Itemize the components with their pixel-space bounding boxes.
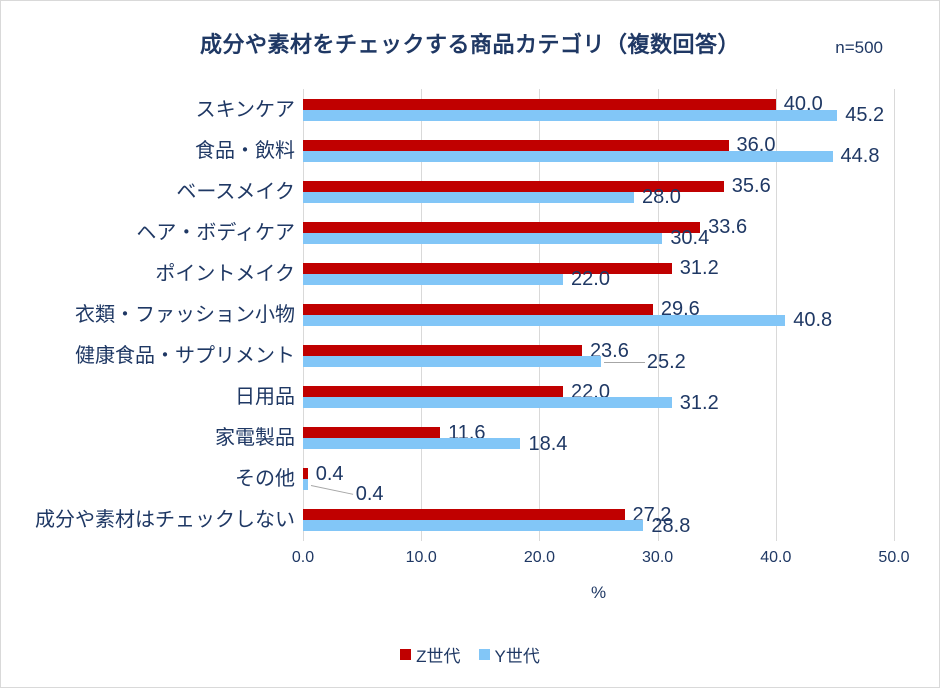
value-label: 22.0	[571, 380, 610, 403]
category-label: ポイントメイク	[155, 262, 295, 285]
bar	[303, 427, 441, 439]
leader-line	[310, 484, 353, 495]
value-label: 28.8	[651, 514, 691, 537]
bar-rows: 40.0 45.2 36.0 44.8 35.6 28.0 33.6 30.4 31.2 22.0…	[303, 89, 894, 541]
leader-line	[603, 361, 645, 363]
x-tick-label: 40.0	[760, 549, 792, 566]
category-label: 衣類・ファッション小物	[75, 304, 295, 327]
value-label: 0.4	[355, 482, 384, 505]
x-tick-label: 50.0	[878, 549, 910, 566]
value-label: 18.4	[528, 432, 568, 455]
legend-swatch-icon	[400, 649, 412, 660]
gridline	[894, 89, 895, 541]
category-label: その他	[235, 468, 295, 491]
bar	[303, 386, 564, 398]
bar-group: 36.0 44.8	[303, 130, 894, 171]
bar	[303, 262, 672, 274]
category-label: スキンケア	[195, 98, 295, 121]
category-label: 成分や素材はチェックしない	[35, 509, 295, 532]
legend-swatch-icon	[478, 649, 490, 660]
category-label: 健康食品・サプリメント	[75, 345, 295, 368]
bar	[303, 479, 308, 491]
value-label: 40.8	[793, 309, 833, 332]
bar	[303, 509, 625, 521]
chart-title: 成分や素材をチェックする商品カテゴリ（複数回答）	[199, 32, 740, 57]
value-label: 35.6	[731, 175, 771, 198]
value-label: 33.6	[708, 216, 748, 239]
bar	[303, 356, 601, 368]
bar	[303, 98, 776, 110]
category-label: ヘア・ボディケア	[136, 221, 295, 244]
sample-size-label: n=500	[835, 38, 883, 57]
legend: Z世代 Y世代	[1, 642, 939, 667]
x-tick-label: 0.0	[291, 549, 315, 566]
value-label: 31.2	[679, 257, 719, 280]
category-label: 日用品	[235, 386, 295, 409]
category-label: ベースメイク	[176, 180, 295, 203]
legend-item: Z世代	[400, 642, 461, 667]
category-label: 家電製品	[215, 427, 295, 450]
x-axis-ticks: 0.0 10.0 20.0 30.0 40.0 50.0	[292, 549, 910, 569]
legend-item: Y世代	[478, 642, 540, 667]
bar	[303, 221, 701, 233]
category-axis: スキンケア食品・飲料ベースメイクヘア・ボディケアポイントメイク衣類・ファッション…	[1, 89, 295, 541]
value-label: 22.0	[571, 268, 610, 291]
value-label: 36.0	[736, 134, 776, 157]
x-tick-label: 10.0	[405, 549, 437, 566]
bar-group: 11.6 18.4	[303, 418, 894, 459]
bar	[303, 150, 833, 162]
bar	[303, 273, 564, 285]
legend-label: Y世代	[494, 647, 540, 666]
bar	[303, 438, 521, 450]
x-tick-label: 20.0	[523, 549, 555, 566]
legend-label: Z世代	[416, 647, 461, 666]
bar-group: 31.2 22.0	[303, 253, 894, 294]
value-label: 0.4	[315, 462, 344, 485]
value-label: 23.6	[589, 339, 629, 362]
value-label: 25.2	[646, 350, 686, 373]
bar	[303, 468, 308, 480]
bar	[303, 314, 786, 326]
value-label: 28.0	[641, 186, 681, 209]
value-label: 40.0	[783, 93, 823, 115]
value-label: 27.2	[632, 503, 672, 526]
category-label: 食品・飲料	[195, 139, 295, 162]
x-axis-title: %	[590, 583, 607, 602]
value-label: 45.2	[845, 104, 885, 126]
bar-group: 33.6 30.4	[303, 212, 894, 253]
bar-group: 23.6 25.2	[303, 336, 894, 377]
bar-group: 22.0 31.2	[303, 377, 894, 418]
bar	[303, 303, 653, 315]
bar-group: 40.0 45.2	[303, 89, 894, 130]
value-label: 31.2	[679, 391, 719, 414]
bar-group: 35.6 28.0	[303, 171, 894, 212]
bar	[303, 180, 724, 192]
bar	[303, 345, 582, 357]
bar	[303, 520, 644, 532]
bar-group: 0.4 0.4	[303, 459, 894, 504]
value-label: 29.6	[660, 298, 700, 321]
bar	[303, 139, 729, 151]
bar	[303, 109, 838, 121]
value-label: 44.8	[840, 145, 880, 168]
x-tick-label: 30.0	[642, 549, 674, 566]
bar	[303, 232, 663, 244]
plot-area: 40.0 45.2 36.0 44.8 35.6 28.0 33.6 30.4 31.2 22.0…	[303, 89, 895, 541]
bar	[303, 397, 672, 409]
bar-group: 27.2 28.8	[303, 500, 894, 541]
bar-group: 29.6 40.8	[303, 294, 894, 335]
bar	[303, 191, 634, 203]
value-label: 30.4	[670, 227, 710, 250]
value-label: 11.6	[448, 421, 486, 444]
